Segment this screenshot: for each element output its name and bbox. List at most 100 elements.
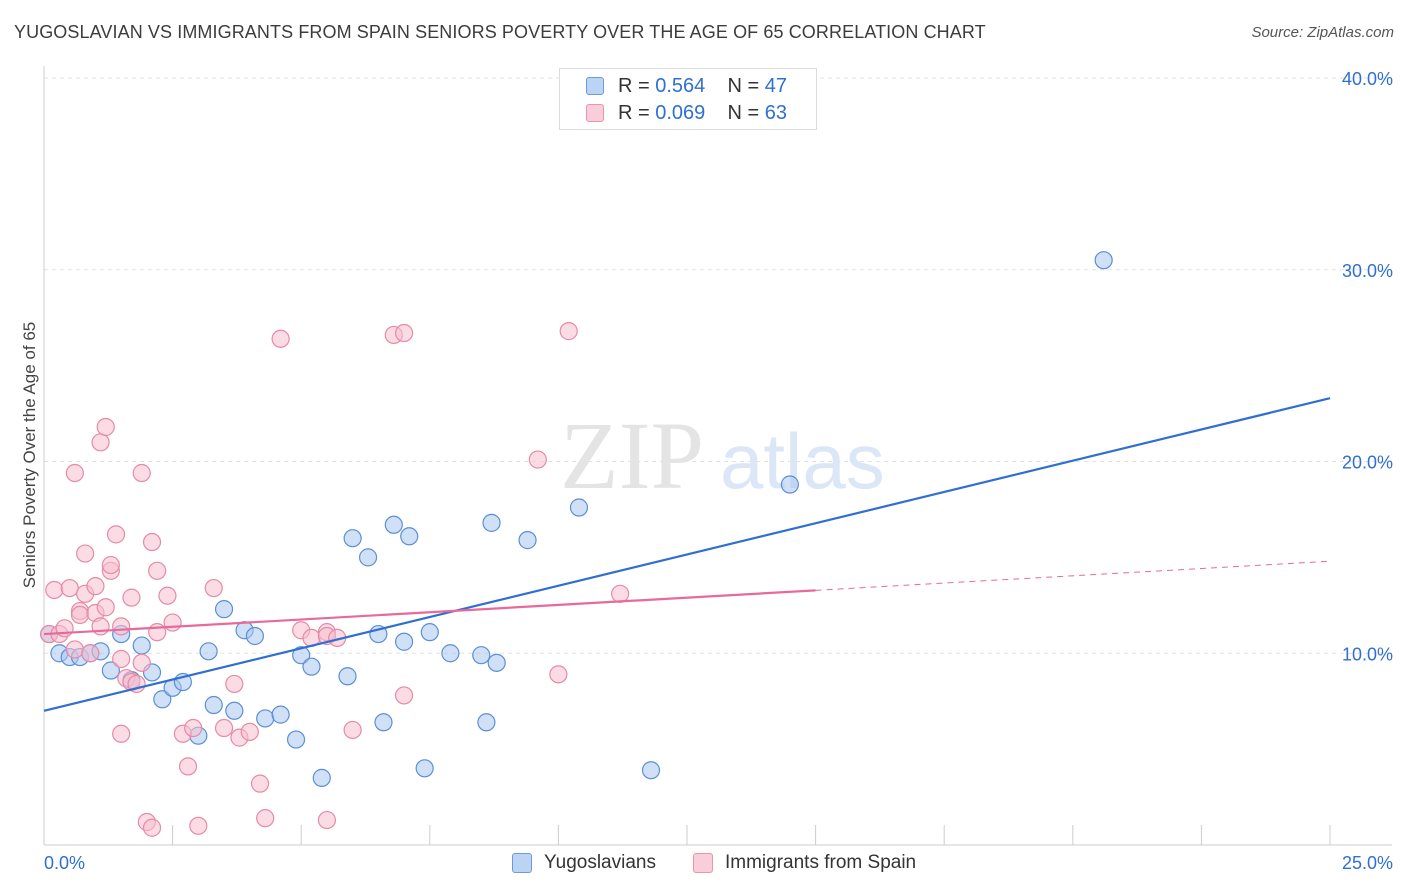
watermark-atlas: atlas (720, 417, 885, 505)
legend-swatch-pink (586, 104, 604, 122)
legend-swatch-blue (512, 853, 532, 873)
point-spain (112, 617, 131, 636)
point-yugoslavians (641, 761, 661, 780)
point-spain (148, 561, 167, 580)
point-spain (81, 644, 100, 663)
point-spain (225, 674, 244, 694)
point-yugoslavians (245, 626, 265, 646)
point-yugoslavians (302, 657, 321, 676)
point-spain (65, 463, 84, 483)
legend-text: R = 0.069 N = 63 (618, 102, 788, 124)
point-spain (271, 329, 290, 348)
trend-line-spain-extension (815, 560, 1331, 591)
point-yugoslavians (441, 644, 460, 663)
point-spain (184, 718, 203, 738)
point-yugoslavians (358, 548, 378, 567)
point-spain (101, 555, 120, 575)
point-yugoslavians (132, 636, 151, 655)
point-spain (112, 724, 131, 743)
point-spain (256, 809, 275, 828)
watermark-zip: ZIP (560, 402, 704, 509)
point-yugoslavians (338, 667, 357, 686)
point-spain (60, 578, 79, 598)
point-spain (394, 323, 414, 343)
point-spain (91, 617, 110, 636)
point-spain (132, 463, 151, 483)
point-yugoslavians (374, 713, 393, 732)
point-spain (240, 722, 259, 741)
point-yugoslavians (225, 701, 244, 720)
tick-labels: 10.0% 20.0% 30.0% 40.0% 0.0% 25.0% (44, 69, 1393, 873)
point-spain (112, 649, 131, 669)
point-yugoslavians (343, 529, 362, 548)
point-spain (45, 580, 64, 600)
point-spain (96, 417, 115, 437)
point-spain (96, 598, 115, 617)
point-yugoslavians (569, 498, 589, 517)
point-spain (343, 720, 362, 740)
point-spain (214, 718, 234, 738)
trend-line-yugoslavians (43, 397, 1331, 712)
chart-title: YUGOSLAVIAN VS IMMIGRANTS FROM SPAIN SEN… (14, 22, 986, 42)
x-tick-label-max: 25.0% (1342, 853, 1393, 873)
point-spain (122, 588, 141, 607)
point-spain (204, 578, 223, 598)
point-spain (86, 577, 105, 596)
point-yugoslavians (415, 759, 434, 778)
legend-label-yugoslavians: Yugoslavians (544, 852, 656, 873)
point-spain (70, 605, 90, 625)
trend-line-spain (43, 589, 816, 636)
grid-lines (44, 77, 1392, 654)
point-yugoslavians (286, 730, 306, 749)
point-yugoslavians (199, 642, 218, 661)
point-yugoslavians (214, 600, 234, 619)
point-yugoslavians (101, 661, 120, 680)
y-axis-label: Seniors Poverty Over the Age of 65 (20, 321, 39, 589)
point-spain (142, 532, 162, 552)
watermark: ZIP atlas (560, 402, 885, 509)
point-yugoslavians (420, 623, 439, 642)
point-yugoslavians (271, 705, 290, 724)
point-yugoslavians (482, 513, 501, 532)
point-yugoslavians (394, 632, 414, 651)
point-spain (559, 322, 578, 341)
point-yugoslavians (477, 713, 496, 732)
point-yugoslavians (1094, 251, 1113, 270)
point-spain (142, 818, 162, 837)
point-spain (317, 810, 337, 830)
point-yugoslavians (518, 531, 537, 550)
point-spain (106, 525, 126, 544)
point-yugoslavians (312, 768, 331, 787)
y-tick-label: 10.0% (1342, 644, 1393, 664)
point-spain (611, 584, 630, 603)
trend-lines (43, 397, 1331, 712)
point-yugoslavians (204, 695, 223, 715)
point-spain (76, 544, 95, 563)
point-spain (65, 640, 84, 659)
point-spain (148, 623, 167, 642)
point-yugoslavians (384, 515, 403, 534)
point-yugoslavians (780, 475, 799, 494)
point-spain (394, 686, 414, 705)
point-yugoslavians (256, 709, 275, 728)
source-label: Source: ZipAtlas.com (1251, 24, 1394, 41)
axes (43, 66, 1392, 846)
y-tick-label: 30.0% (1342, 261, 1393, 281)
point-yugoslavians (400, 527, 419, 546)
point-spain (250, 774, 270, 793)
scatter-points (40, 251, 1113, 837)
legend-text: R = 0.564 N = 47 (618, 75, 788, 97)
point-yugoslavians (487, 653, 506, 672)
y-tick-label: 20.0% (1342, 453, 1393, 473)
point-spain (549, 665, 568, 684)
point-spain (528, 450, 547, 469)
point-spain (91, 433, 110, 452)
legend-label-spain: Immigrants from Spain (725, 852, 917, 873)
point-yugoslavians (292, 646, 311, 665)
point-spain (132, 653, 151, 672)
legend-swatch-blue (586, 77, 604, 95)
correlation-legend: R = 0.564 N = 47 R = 0.069 N = 63 (559, 68, 817, 130)
point-spain (158, 586, 177, 605)
point-spain (178, 757, 198, 776)
